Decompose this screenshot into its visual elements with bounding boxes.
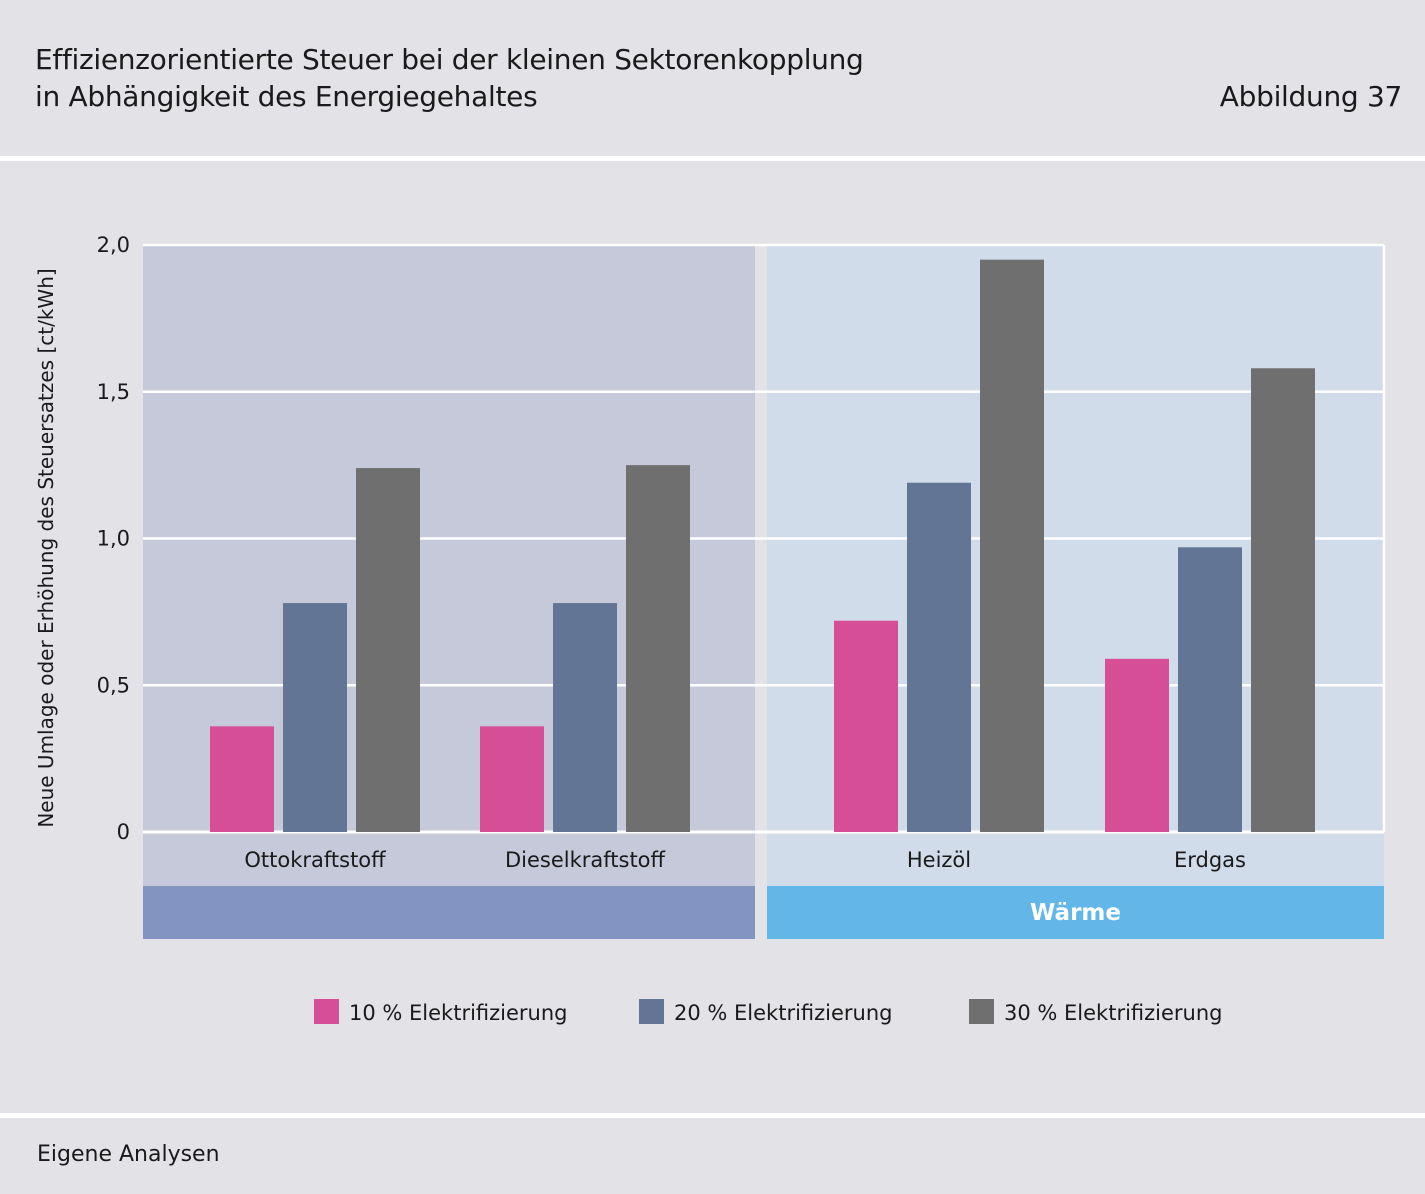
y-tick-label: 1,0 xyxy=(97,527,130,551)
y-axis-label: Neue Umlage oder Erhöhung des Steuersatz… xyxy=(34,268,58,827)
bar-1-2 xyxy=(480,726,544,832)
header: Effizienzorientierte Steuer bei der klei… xyxy=(0,0,1425,158)
y-tick-label: 1,5 xyxy=(97,380,130,404)
y-tick-label: 0,5 xyxy=(97,673,130,697)
y-tick-label: 0 xyxy=(117,820,130,844)
bar-2-4 xyxy=(1178,547,1242,832)
legend-label: 20 % Elektrifizierung xyxy=(674,1001,893,1025)
category-label: Dieselkraftstoff xyxy=(505,848,666,872)
bar-3-3 xyxy=(980,259,1044,832)
bar-2-1 xyxy=(283,603,347,832)
group-band xyxy=(767,886,1384,939)
y-tick-label: 2,0 xyxy=(97,233,130,257)
divider-bottom xyxy=(0,1113,1425,1118)
category-label: Erdgas xyxy=(1174,848,1246,872)
legend-swatch xyxy=(639,999,664,1024)
category-label: Heizöl xyxy=(907,848,971,872)
legend-swatch xyxy=(969,999,994,1024)
page-subtitle: in Abhängigkeit des Energiegehaltes xyxy=(35,80,538,113)
page-title: Effizienzorientierte Steuer bei der klei… xyxy=(35,43,864,76)
bar-3-1 xyxy=(356,468,420,832)
bar-2-2 xyxy=(553,603,617,832)
group-label: Wärme xyxy=(1030,900,1121,926)
legend-label: 30 % Elektrifizierung xyxy=(1004,1001,1223,1025)
category-label: Ottokraftstoff xyxy=(244,848,386,872)
bar-3-2 xyxy=(626,465,690,832)
divider-top xyxy=(0,156,1425,161)
bar-3-4 xyxy=(1251,368,1315,832)
bar-1-3 xyxy=(834,620,898,832)
group-band xyxy=(143,886,755,939)
legend-label: 10 % Elektrifizierung xyxy=(349,1001,568,1025)
bar-2-3 xyxy=(907,482,971,832)
bar-1-4 xyxy=(1105,658,1169,832)
source-note: Eigene Analysen xyxy=(37,1142,220,1167)
bar-1-1 xyxy=(210,726,274,832)
legend-swatch xyxy=(314,999,339,1024)
figure-label: Abbildung 37 xyxy=(1219,80,1403,113)
